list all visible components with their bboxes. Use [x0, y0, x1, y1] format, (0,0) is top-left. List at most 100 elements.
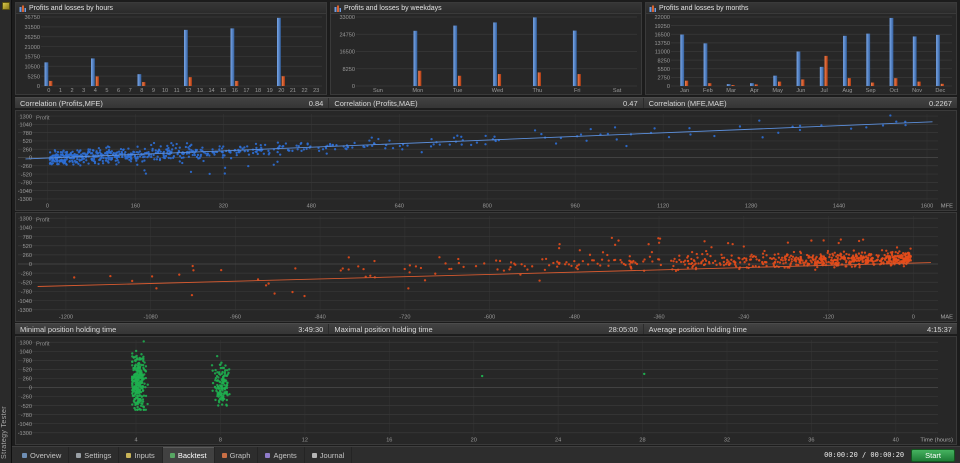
svg-text:Fri: Fri	[574, 88, 581, 94]
tab-settings[interactable]: Settings	[69, 446, 120, 463]
correlation-header-row: Correlation (Profits,MFE) 0.84 Correlati…	[15, 97, 957, 109]
svg-text:11000: 11000	[655, 50, 670, 56]
svg-text:-1040: -1040	[18, 422, 32, 428]
tab-label: Journal	[319, 450, 345, 460]
average-holding-time: Average position holding time 4:15:37	[644, 324, 957, 334]
tab-label: Settings	[84, 450, 112, 460]
svg-text:26250: 26250	[24, 35, 40, 41]
svg-text:2750: 2750	[658, 76, 670, 82]
chart-title: Profits and losses by weekdays	[344, 4, 442, 12]
svg-text:-1040: -1040	[18, 189, 32, 195]
svg-text:-520: -520	[21, 172, 32, 178]
tab-backtest[interactable]: Backtest	[162, 446, 215, 463]
svg-text:-1300: -1300	[18, 308, 32, 314]
start-button[interactable]: Start	[911, 448, 955, 462]
backtest-icon	[169, 452, 175, 458]
svg-text:Jan: Jan	[680, 88, 689, 94]
maximal-holding-time: Maximal position holding time 28:05:00	[329, 324, 644, 334]
tab-label: Agents	[273, 450, 297, 460]
holding-time-scatter-panel: 4 8 12 16 20 24 28 32 36 40 1300 1040 780 520 260 0 -260…	[15, 336, 957, 445]
svg-text:1300: 1300	[20, 340, 32, 346]
svg-text:1040: 1040	[20, 226, 32, 232]
svg-text:-960: -960	[230, 315, 241, 321]
svg-text:4: 4	[135, 438, 138, 444]
svg-text:Sun: Sun	[373, 88, 383, 94]
svg-text:20: 20	[278, 88, 284, 94]
svg-text:Oct: Oct	[890, 88, 899, 94]
tester-panel-icon[interactable]	[2, 2, 10, 10]
tab-agents[interactable]: Agents	[258, 446, 305, 463]
mae-scatter-panel: -1200 -1080 -960 -840 -720 -600 -480 -360 -240 -1…	[15, 212, 957, 322]
svg-text:5250: 5250	[28, 74, 40, 80]
svg-text:3: 3	[82, 88, 85, 94]
svg-text:-1080: -1080	[143, 315, 157, 321]
mfe-scatter-panel: 0 160 320 480 640 800 960 1120 1280 1440 1600 1300 1…	[15, 110, 957, 211]
svg-text:Jul: Jul	[821, 88, 828, 94]
svg-text:31500: 31500	[24, 25, 40, 31]
svg-text:-720: -720	[399, 315, 410, 321]
tester-main-area: Profits and losses by hours 0 5250 10500 15…	[12, 0, 960, 463]
svg-text:0: 0	[37, 84, 40, 90]
svg-text:16: 16	[232, 88, 238, 94]
profit-vs-holding-time-scatter: 4 8 12 16 20 24 28 32 36 40 1300 1040 780 520 260 0 -260…	[18, 340, 953, 444]
svg-text:Jun: Jun	[796, 88, 805, 94]
svg-text:16: 16	[386, 438, 392, 444]
svg-text:19: 19	[267, 88, 273, 94]
svg-text:-840: -840	[315, 315, 326, 321]
svg-text:0: 0	[29, 262, 32, 268]
svg-text:15: 15	[220, 88, 226, 94]
svg-text:Nov: Nov	[912, 88, 922, 94]
svg-text:10: 10	[162, 88, 168, 94]
svg-text:8250: 8250	[343, 67, 355, 73]
svg-text:Thu: Thu	[533, 88, 543, 94]
tab-overview[interactable]: Overview	[15, 446, 70, 463]
svg-text:Tue: Tue	[453, 88, 462, 94]
svg-text:MAE: MAE	[940, 315, 953, 321]
correlation-profits-mae: Correlation (Profits,MAE) 0.47	[329, 98, 644, 108]
svg-text:24: 24	[555, 438, 561, 444]
journal-icon	[311, 452, 317, 458]
tab-graph[interactable]: Graph	[215, 446, 259, 463]
svg-text:780: 780	[23, 359, 32, 365]
svg-text:-260: -260	[21, 395, 32, 401]
svg-text:32: 32	[724, 438, 730, 444]
svg-text:-780: -780	[21, 290, 32, 296]
svg-text:1300: 1300	[20, 114, 32, 120]
svg-text:Mar: Mar	[726, 88, 736, 94]
holding-label: Maximal position holding time	[334, 324, 433, 334]
svg-text:18: 18	[255, 88, 261, 94]
weekdays-bar-chart: 0 8250 16500 24750 33000 Sun Mon Tue Wed Thu Fri Sa…	[339, 15, 637, 94]
correlation-value: 0.47	[623, 98, 638, 108]
svg-text:Profit: Profit	[36, 116, 50, 122]
tab-inputs[interactable]: Inputs	[119, 446, 163, 463]
settings-icon	[76, 452, 82, 458]
svg-text:960: 960	[571, 204, 580, 210]
svg-text:Wed: Wed	[492, 88, 503, 94]
svg-text:-360: -360	[653, 315, 664, 321]
svg-text:320: 320	[219, 204, 228, 210]
svg-text:0: 0	[912, 315, 915, 321]
svg-text:Time (hours): Time (hours)	[920, 438, 953, 444]
svg-text:1300: 1300	[20, 216, 32, 222]
svg-text:10500: 10500	[24, 64, 40, 70]
bar-chart-icon	[19, 5, 26, 12]
svg-text:8: 8	[140, 88, 143, 94]
holding-value: 3:49:30	[298, 324, 324, 334]
svg-text:0: 0	[29, 386, 32, 392]
chart-panel-weekdays: Profits and losses by weekdays 0 8250 1650…	[330, 2, 642, 95]
svg-text:20: 20	[471, 438, 477, 444]
chart-title: Profits and losses by hours	[29, 4, 114, 12]
profit-vs-mfe-scatter: 0 160 320 480 640 800 960 1120 1280 1440 1600 1300 1…	[18, 114, 953, 210]
svg-text:36750: 36750	[24, 15, 40, 21]
svg-text:1440: 1440	[833, 204, 845, 210]
svg-text:-480: -480	[569, 315, 580, 321]
svg-text:22: 22	[301, 88, 307, 94]
svg-text:0: 0	[47, 88, 50, 94]
svg-text:1600: 1600	[921, 204, 933, 210]
tab-journal[interactable]: Journal	[305, 446, 353, 463]
svg-text:12: 12	[185, 88, 191, 94]
svg-text:0: 0	[352, 84, 355, 90]
holding-time-header-row: Minimal position holding time 3:49:30 Ma…	[15, 323, 957, 335]
svg-text:-1200: -1200	[59, 315, 73, 321]
